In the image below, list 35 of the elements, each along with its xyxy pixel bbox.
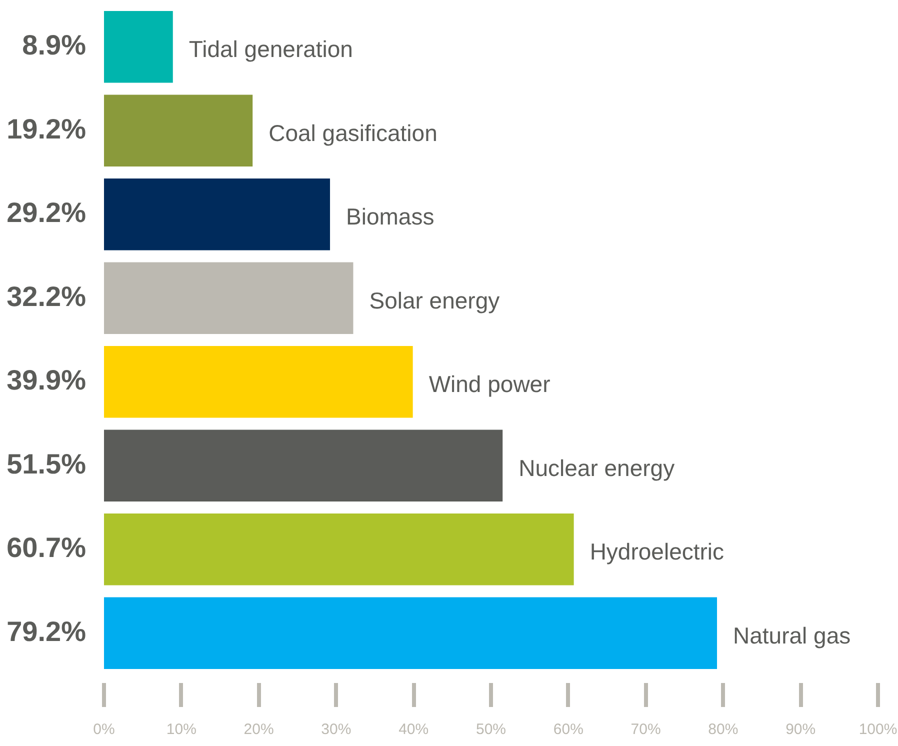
x-tick-label: 80% (708, 721, 738, 738)
bar (104, 10, 173, 83)
bar (104, 346, 413, 418)
x-tick-label: 10% (166, 721, 196, 738)
data-label: 51.5% (6, 448, 86, 480)
y-tick-label: Biomass (346, 204, 434, 230)
x-tick-label: 70% (630, 721, 661, 738)
x-tick-label: 0% (93, 721, 115, 738)
x-tick-label: 60% (553, 721, 584, 738)
y-tick-label: Hydroelectric (590, 538, 724, 565)
y-tick-label: Natural gas (733, 622, 851, 648)
x-tick-label: 100% (858, 721, 898, 738)
x-tick-label: 90% (786, 721, 816, 738)
y-tick-label: Coal gasification (268, 120, 438, 146)
bar (104, 430, 503, 502)
y-tick-label: Wind power (428, 371, 551, 398)
x-tick-label: 40% (398, 721, 429, 738)
bar (104, 262, 354, 334)
data-label: 79.2% (6, 616, 86, 647)
data-label: 29.2% (6, 197, 86, 228)
y-tick-label: Solar energy (369, 287, 500, 314)
y-tick-label: Nuclear energy (518, 454, 676, 481)
data-label: 32.2% (6, 280, 86, 312)
data-label: 8.9% (22, 30, 86, 61)
x-tick-label: 30% (321, 721, 352, 738)
bar (104, 597, 718, 670)
bar (104, 178, 330, 250)
x-tick-label: 20% (244, 721, 274, 738)
y-tick-label: Tidal generation (188, 36, 353, 62)
data-label: 60.7% (6, 532, 86, 564)
bar (104, 513, 574, 586)
data-label: 39.9% (6, 364, 86, 396)
bar (104, 94, 253, 167)
x-tick-label: 50% (476, 721, 506, 738)
data-label: 19.2% (6, 113, 86, 144)
